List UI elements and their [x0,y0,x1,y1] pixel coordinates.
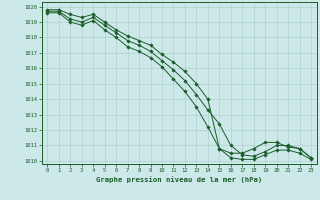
X-axis label: Graphe pression niveau de la mer (hPa): Graphe pression niveau de la mer (hPa) [96,176,262,183]
